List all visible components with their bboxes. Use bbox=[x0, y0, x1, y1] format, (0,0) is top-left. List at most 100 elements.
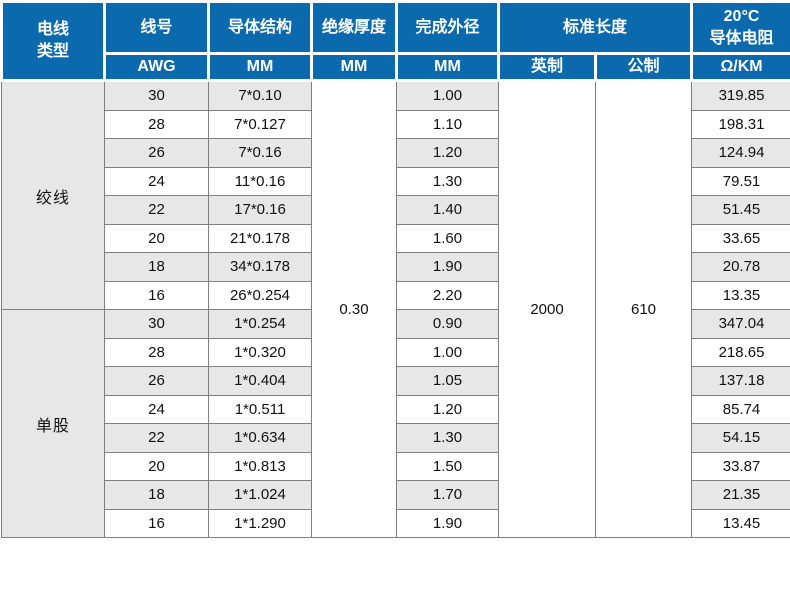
header-unit-mm-conductor: MM bbox=[207, 52, 313, 82]
conductor-structure-cell: 1*0.511 bbox=[208, 394, 312, 424]
resistance-cell: 33.87 bbox=[691, 451, 790, 481]
conductor-structure-cell: 26*0.254 bbox=[208, 280, 312, 310]
awg-cell: 16 bbox=[104, 280, 209, 310]
wire-type-cell: 单股 bbox=[1, 309, 105, 538]
wire-type-cell: 绞线 bbox=[1, 80, 105, 310]
awg-cell: 24 bbox=[104, 394, 209, 424]
conductor-structure-cell: 11*0.16 bbox=[208, 166, 312, 196]
resistance-cell: 218.65 bbox=[691, 337, 790, 367]
finished-od-cell: 1.60 bbox=[396, 223, 499, 253]
resistance-cell: 79.51 bbox=[691, 166, 790, 196]
resistance-cell: 51.45 bbox=[691, 195, 790, 225]
conductor-structure-cell: 21*0.178 bbox=[208, 223, 312, 253]
awg-cell: 22 bbox=[104, 195, 209, 225]
table-row: 28 1*0.320 1.00 218.65 bbox=[2, 337, 790, 367]
conductor-structure-cell: 1*0.254 bbox=[208, 309, 312, 339]
table-row: 18 1*1.024 1.70 21.35 bbox=[2, 480, 790, 510]
finished-od-cell: 2.20 bbox=[396, 280, 499, 310]
awg-cell: 28 bbox=[104, 337, 209, 367]
conductor-structure-cell: 1*1.024 bbox=[208, 480, 312, 510]
header-conductor-resistance: 20°C 导体电阻 bbox=[690, 0, 790, 55]
conductor-structure-cell: 34*0.178 bbox=[208, 252, 312, 282]
conductor-structure-cell: 7*0.16 bbox=[208, 138, 312, 168]
awg-cell: 28 bbox=[104, 109, 209, 139]
finished-od-cell: 1.10 bbox=[396, 109, 499, 139]
header-unit-mm-insulation: MM bbox=[310, 52, 398, 82]
resistance-cell: 124.94 bbox=[691, 138, 790, 168]
resistance-cell: 347.04 bbox=[691, 309, 790, 339]
table-row: 26 1*0.404 1.05 137.18 bbox=[2, 366, 790, 396]
header-insulation-thickness: 绝缘厚度 bbox=[310, 0, 398, 55]
conductor-structure-cell: 1*0.404 bbox=[208, 366, 312, 396]
header-wire-type: 电线 类型 bbox=[0, 0, 106, 82]
finished-od-cell: 1.30 bbox=[396, 423, 499, 453]
conductor-structure-cell: 7*0.10 bbox=[208, 80, 312, 111]
finished-od-cell: 1.00 bbox=[396, 337, 499, 367]
awg-cell: 24 bbox=[104, 166, 209, 196]
awg-cell: 22 bbox=[104, 423, 209, 453]
awg-cell: 18 bbox=[104, 480, 209, 510]
table-body: 绞线 30 7*0.10 0.30 1.00 2000 610 319.85 28 7*0.127… bbox=[1, 80, 790, 538]
table-row: 16 26*0.254 2.20 13.35 bbox=[2, 280, 790, 310]
finished-od-cell: 1.00 bbox=[396, 80, 499, 111]
header-unit-metric: 公制 bbox=[593, 52, 694, 82]
header-standard-length: 标准长度 bbox=[496, 0, 694, 55]
insulation-thickness-cell: 0.30 bbox=[311, 80, 397, 538]
table-row: 18 34*0.178 1.90 20.78 bbox=[2, 252, 790, 282]
awg-cell: 30 bbox=[104, 80, 209, 111]
table-row: 绞线 30 7*0.10 0.30 1.00 2000 610 319.85 bbox=[1, 80, 790, 538]
table-row: 22 17*0.16 1.40 51.45 bbox=[2, 195, 790, 225]
finished-od-cell: 1.30 bbox=[396, 166, 499, 196]
conductor-structure-cell: 7*0.127 bbox=[208, 109, 312, 139]
header-conductor-structure: 导体结构 bbox=[207, 0, 313, 55]
awg-cell: 26 bbox=[104, 138, 209, 168]
conductor-structure-cell: 1*0.320 bbox=[208, 337, 312, 367]
resistance-cell: 319.85 bbox=[691, 80, 790, 111]
standard-length-metric-cell: 610 bbox=[594, 80, 693, 538]
resistance-cell: 137.18 bbox=[691, 366, 790, 396]
table-row: 16 1*1.290 1.90 13.45 bbox=[2, 508, 790, 538]
resistance-cell: 20.78 bbox=[691, 252, 790, 282]
finished-od-cell: 1.50 bbox=[396, 451, 499, 481]
conductor-structure-cell: 1*1.290 bbox=[208, 508, 312, 538]
header-finished-od: 完成外径 bbox=[395, 0, 500, 55]
conductor-structure-cell: 1*0.813 bbox=[208, 451, 312, 481]
table-row: 22 1*0.634 1.30 54.15 bbox=[2, 423, 790, 453]
resistance-cell: 21.35 bbox=[691, 480, 790, 510]
awg-cell: 18 bbox=[104, 252, 209, 282]
header-unit-mm-od: MM bbox=[395, 52, 500, 82]
conductor-structure-cell: 17*0.16 bbox=[208, 195, 312, 225]
resistance-cell: 33.65 bbox=[691, 223, 790, 253]
table-row: 26 7*0.16 1.20 124.94 bbox=[2, 138, 790, 168]
conductor-structure-cell: 1*0.634 bbox=[208, 423, 312, 453]
table-row: 24 1*0.511 1.20 85.74 bbox=[2, 394, 790, 424]
finished-od-cell: 1.70 bbox=[396, 480, 499, 510]
resistance-cell: 13.35 bbox=[691, 280, 790, 310]
header-unit-ohm-km: Ω/KM bbox=[690, 52, 790, 82]
resistance-cell: 54.15 bbox=[691, 423, 790, 453]
resistance-cell: 13.45 bbox=[691, 508, 790, 538]
awg-cell: 16 bbox=[104, 508, 209, 538]
table-row: 20 1*0.813 1.50 33.87 bbox=[2, 451, 790, 481]
finished-od-cell: 1.20 bbox=[396, 394, 499, 424]
header-unit-imperial: 英制 bbox=[497, 52, 597, 82]
table-header: 电线 类型 线号 导体结构 绝缘厚度 完成外径 标准长度 20°C 导体电阻 A… bbox=[0, 0, 790, 82]
table-row: 20 21*0.178 1.60 33.65 bbox=[2, 223, 790, 253]
awg-cell: 30 bbox=[104, 309, 209, 339]
finished-od-cell: 1.20 bbox=[396, 138, 499, 168]
table-row: 28 7*0.127 1.10 198.31 bbox=[2, 109, 790, 139]
finished-od-cell: 1.40 bbox=[396, 195, 499, 225]
wire-spec-table: 电线 类型 线号 导体结构 绝缘厚度 完成外径 标准长度 20°C 导体电阻 A… bbox=[0, 0, 790, 538]
finished-od-cell: 1.90 bbox=[396, 252, 499, 282]
finished-od-cell: 1.90 bbox=[396, 508, 499, 538]
finished-od-cell: 0.90 bbox=[396, 309, 499, 339]
resistance-cell: 85.74 bbox=[691, 394, 790, 424]
awg-cell: 20 bbox=[104, 451, 209, 481]
awg-cell: 26 bbox=[104, 366, 209, 396]
resistance-cell: 198.31 bbox=[691, 109, 790, 139]
finished-od-cell: 1.05 bbox=[396, 366, 499, 396]
header-wire-gauge: 线号 bbox=[103, 0, 210, 55]
awg-cell: 20 bbox=[104, 223, 209, 253]
standard-length-imperial-cell: 2000 bbox=[498, 80, 596, 538]
header-unit-awg: AWG bbox=[103, 52, 210, 82]
